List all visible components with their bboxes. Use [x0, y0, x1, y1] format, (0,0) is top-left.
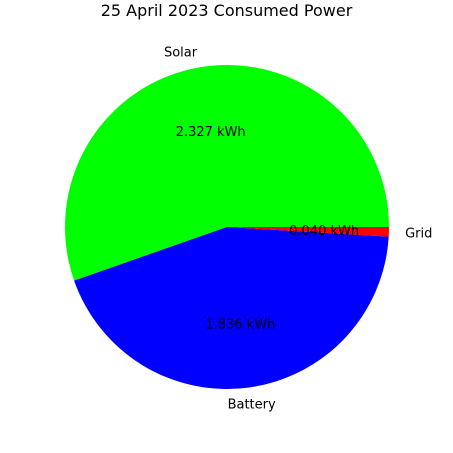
slice-value-grid: 0.040 kWh: [289, 224, 359, 239]
chart-title: 25 April 2023 Consumed Power: [101, 1, 353, 20]
slice-value-solar: 2.327 kWh: [176, 125, 246, 140]
pie-slices: [65, 65, 389, 389]
pie-slice-battery: [74, 227, 389, 389]
pie-slice-grid: [227, 227, 389, 237]
slice-label-battery: Battery: [228, 397, 276, 412]
pie-slice-solar: [65, 65, 389, 281]
slice-label-solar: Solar: [164, 45, 198, 60]
slice-value-battery: 1.836 kWh: [205, 317, 275, 332]
slice-label-grid: Grid: [405, 226, 432, 241]
pie-labels: Solar 2.327 kWh Battery 1.836 kWh Grid 0.040 …: [164, 45, 432, 412]
